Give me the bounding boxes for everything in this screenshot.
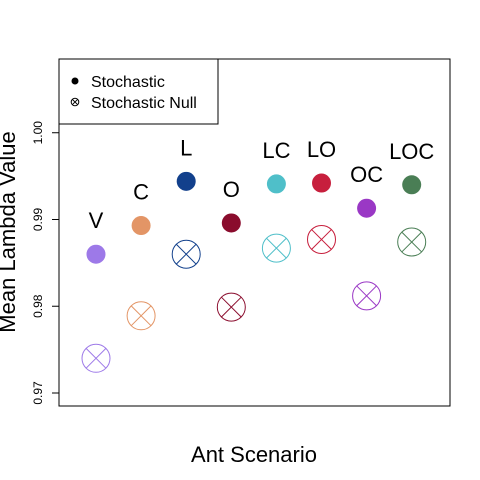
legend-stochastic-marker: [71, 77, 79, 85]
null-point: [307, 224, 336, 254]
category-label: LO: [307, 137, 336, 162]
stochastic-point: [176, 171, 196, 191]
category-label: OC: [350, 162, 383, 187]
category-label: LOC: [389, 139, 434, 164]
legend-box: [58, 58, 219, 125]
y-tick-label: 0.98: [31, 294, 45, 318]
stochastic-point: [221, 213, 241, 233]
null-point: [261, 233, 291, 263]
stochastic-point: [312, 173, 331, 193]
legend-stochastic-null-marker: [70, 97, 80, 107]
category-label: V: [89, 208, 104, 233]
y-tick-label: 0.99: [31, 207, 45, 231]
stochastic-series: [86, 171, 422, 264]
null-point: [81, 343, 111, 373]
y-axis-title: Mean Lambda Value: [0, 131, 20, 332]
stochastic-point: [131, 216, 151, 236]
y-tick-label: 0.97: [31, 381, 45, 405]
stochastic-point: [86, 244, 106, 264]
stochastic-point: [266, 174, 286, 194]
null-point: [397, 227, 427, 257]
legend-stochastic-label: Stochastic: [91, 74, 165, 91]
null-point: [126, 301, 156, 331]
stochastic-point: [402, 175, 422, 195]
null-point: [216, 292, 246, 322]
null-point: [352, 281, 382, 311]
legend-stochastic-null-label: Stochastic Null: [91, 95, 197, 112]
null-series: [81, 224, 427, 373]
category-label: C: [133, 180, 149, 205]
category-label: O: [223, 177, 240, 202]
legend: Stochastic Stochastic Null: [58, 58, 219, 125]
category-label: L: [180, 135, 192, 160]
category-label: LC: [262, 138, 290, 163]
y-tick-label: 1.00: [31, 121, 45, 145]
y-axis: 0.97 0.98 0.99 1.00: [31, 121, 60, 405]
stochastic-point: [357, 198, 377, 218]
x-axis-title: Ant Scenario: [191, 442, 317, 467]
null-point: [171, 239, 201, 269]
